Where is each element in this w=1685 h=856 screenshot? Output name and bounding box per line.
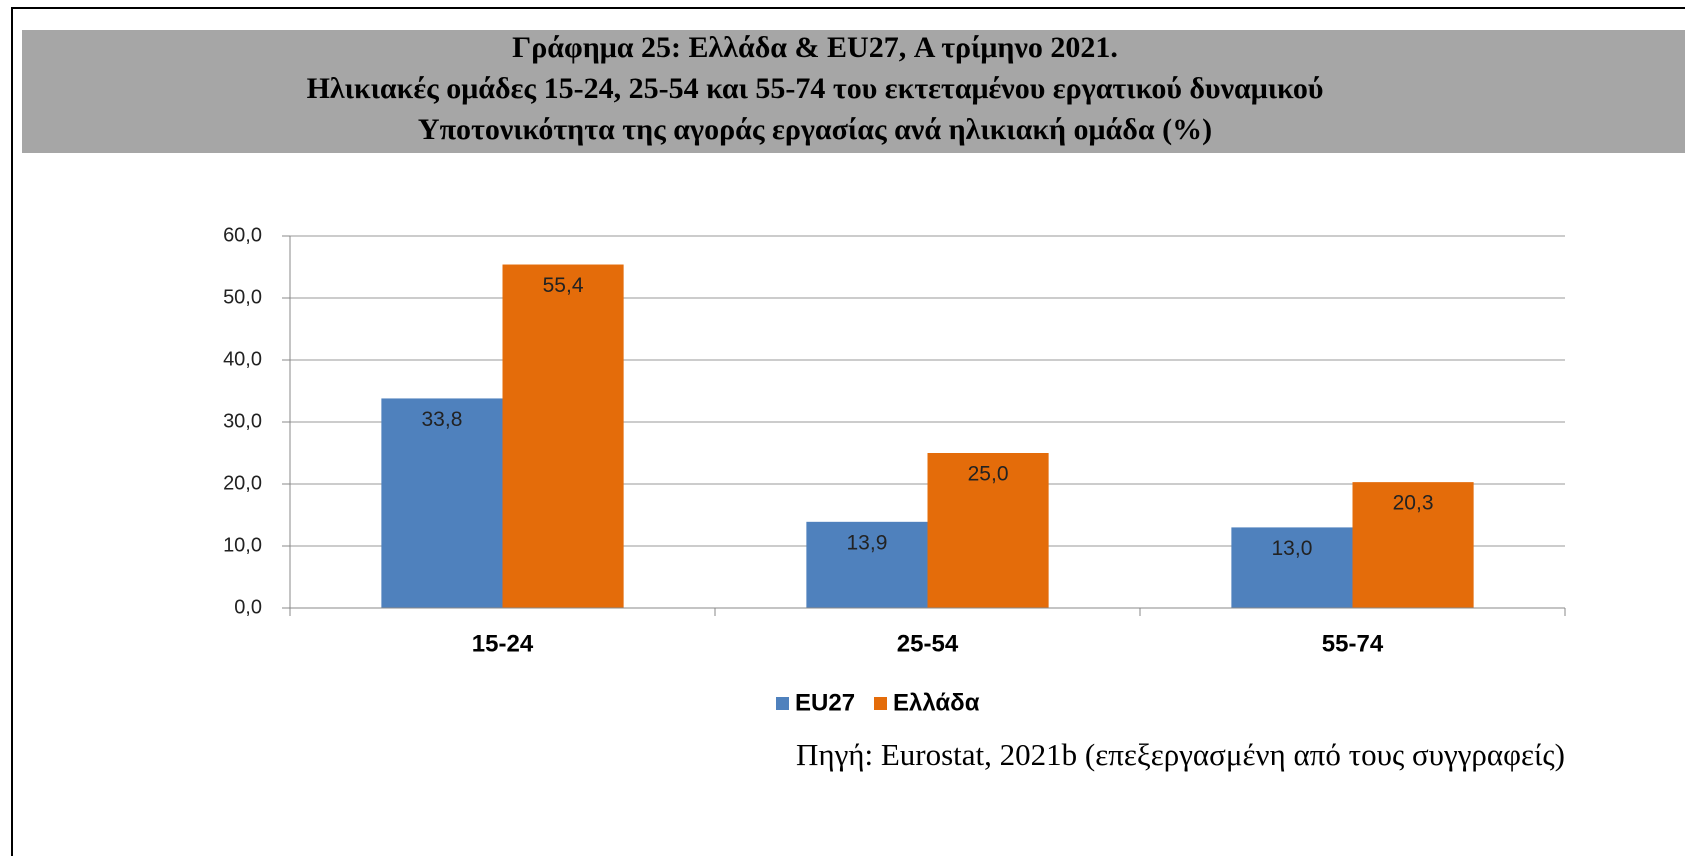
legend-swatch	[776, 697, 789, 710]
x-tick-label: 15-24	[472, 630, 534, 657]
data-label: 33,8	[422, 408, 463, 431]
y-tick-label: 10,0	[223, 534, 262, 556]
bar	[1231, 527, 1353, 608]
bar	[381, 398, 503, 608]
y-tick-label: 40,0	[223, 348, 262, 370]
data-label: 25,0	[968, 463, 1009, 486]
bar	[1352, 482, 1474, 608]
frame	[11, 7, 1685, 856]
x-tick-label: 25-54	[897, 630, 959, 657]
chart-title: Υποτονικότητα της αγοράς εργασίας ανά ηλ…	[418, 113, 1212, 146]
y-tick-label: 0,0	[234, 596, 262, 618]
x-tick-label: 55-74	[1322, 630, 1384, 657]
data-label: 13,0	[1272, 537, 1313, 560]
chart-title: Γράφημα 25: Ελλάδα & EU27, Α τρίμηνο 202…	[512, 31, 1118, 64]
data-label: 55,4	[543, 274, 584, 297]
source-note: Πηγή: Eurostat, 2021b (επεξεργασμένη από…	[796, 737, 1565, 772]
data-label: 13,9	[847, 531, 888, 554]
chart-title: Ηλικιακές ομάδες 15-24, 25-54 και 55-74 …	[307, 72, 1324, 105]
data-label: 20,3	[1393, 492, 1434, 515]
legend-swatch	[874, 697, 887, 710]
bar	[806, 521, 928, 608]
y-tick-label: 30,0	[223, 410, 262, 432]
y-tick-label: 60,0	[223, 224, 262, 246]
bar	[927, 453, 1049, 608]
y-tick-label: 20,0	[223, 472, 262, 494]
legend-label: EU27	[795, 689, 855, 716]
y-tick-label: 50,0	[223, 286, 262, 308]
legend-label: Ελλάδα	[893, 689, 980, 716]
bar	[502, 264, 624, 608]
title-banner	[22, 30, 1685, 153]
